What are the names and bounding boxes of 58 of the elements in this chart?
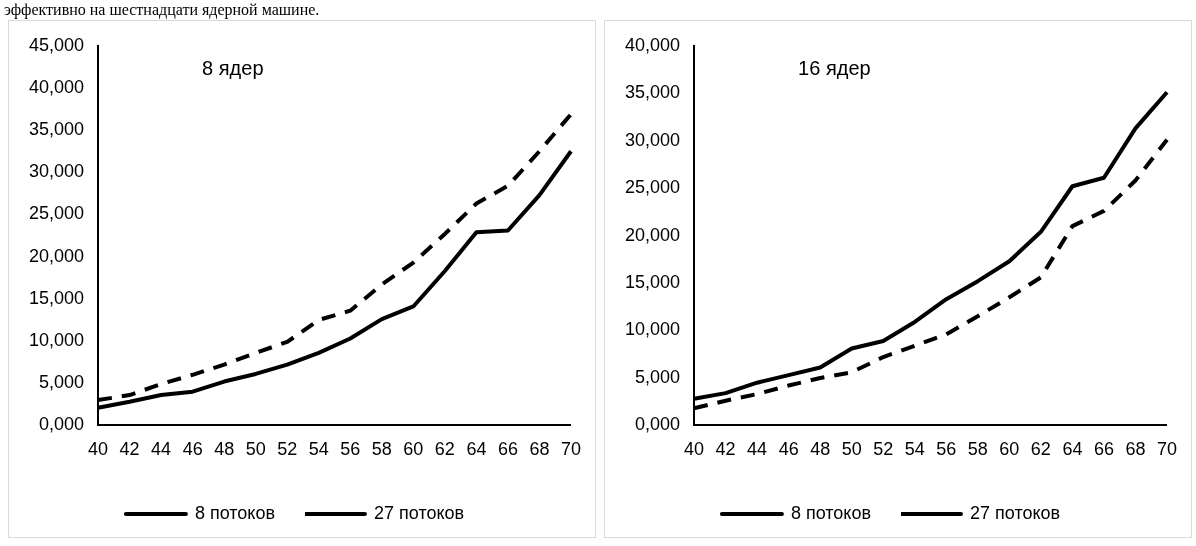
legend-label: 8 потоков: [790, 502, 871, 523]
y-tick-label: 35,000: [624, 82, 681, 103]
y-tick-label: 35,000: [28, 119, 85, 140]
x-tick-label: 66: [1093, 439, 1114, 460]
x-tick-label: 46: [778, 439, 799, 460]
x-tick-label: 58: [967, 439, 988, 460]
y-tick-label: 15,000: [624, 272, 681, 293]
x-tick-label: 50: [841, 439, 862, 460]
x-tick-label: 44: [747, 439, 768, 460]
text: 16 ядер: [798, 57, 871, 80]
x-tick-label: 46: [182, 439, 203, 460]
x-tick-label: 60: [403, 439, 424, 460]
y-tick-label: 25,000: [28, 203, 85, 224]
x-tick-label: 42: [119, 439, 140, 460]
y-tick-label: 15,000: [28, 287, 85, 308]
y-tick-label: 5,000: [635, 366, 681, 387]
x-tick-label: 64: [1062, 439, 1083, 460]
x-tick-label: 54: [904, 439, 925, 460]
x-tick-label: 70: [1156, 439, 1177, 460]
x-tick-label: 70: [560, 439, 581, 460]
y-tick-label: 10,000: [624, 319, 681, 340]
legend-label: 27 потоков: [969, 502, 1061, 523]
x-tick-label: 40: [684, 439, 705, 460]
x-tick-label: 56: [936, 439, 957, 460]
x-tick-label: 54: [308, 439, 329, 460]
y-tick-label: 25,000: [624, 177, 681, 198]
text: 8 ядер: [202, 57, 264, 80]
y-tick-label: 5,000: [39, 372, 85, 393]
x-tick-label: 68: [529, 439, 550, 460]
x-tick-label: 68: [1125, 439, 1146, 460]
y-tick-label: 30,000: [28, 161, 85, 182]
y-tick-label: 0,000: [635, 414, 681, 435]
x-tick-label: 40: [88, 439, 109, 460]
x-tick-label: 42: [715, 439, 736, 460]
y-tick-label: 20,000: [28, 245, 85, 266]
x-tick-label: 48: [214, 439, 235, 460]
y-tick-label: 40,000: [624, 34, 681, 55]
y-tick-label: 0,000: [39, 414, 85, 435]
y-tick-label: 45,000: [28, 34, 85, 55]
x-tick-label: 48: [810, 439, 831, 460]
x-tick-label: 58: [371, 439, 392, 460]
y-tick-label: 40,000: [28, 76, 85, 97]
x-tick-label: 52: [277, 439, 298, 460]
y-tick-label: 10,000: [28, 330, 85, 351]
legend-label: 8 потоков: [194, 502, 275, 523]
text: эффективно на шестнадцати ядерной машине.: [3, 0, 321, 20]
x-tick-label: 52: [873, 439, 894, 460]
x-tick-label: 62: [434, 439, 455, 460]
x-tick-label: 50: [245, 439, 266, 460]
x-tick-label: 56: [340, 439, 361, 460]
x-tick-label: 60: [999, 439, 1020, 460]
x-tick-label: 62: [1030, 439, 1051, 460]
x-tick-label: 64: [466, 439, 487, 460]
legend-label: 27 потоков: [373, 502, 465, 523]
y-tick-label: 30,000: [624, 129, 681, 150]
x-tick-label: 44: [151, 439, 172, 460]
x-tick-label: 66: [497, 439, 518, 460]
y-tick-label: 20,000: [624, 224, 681, 245]
